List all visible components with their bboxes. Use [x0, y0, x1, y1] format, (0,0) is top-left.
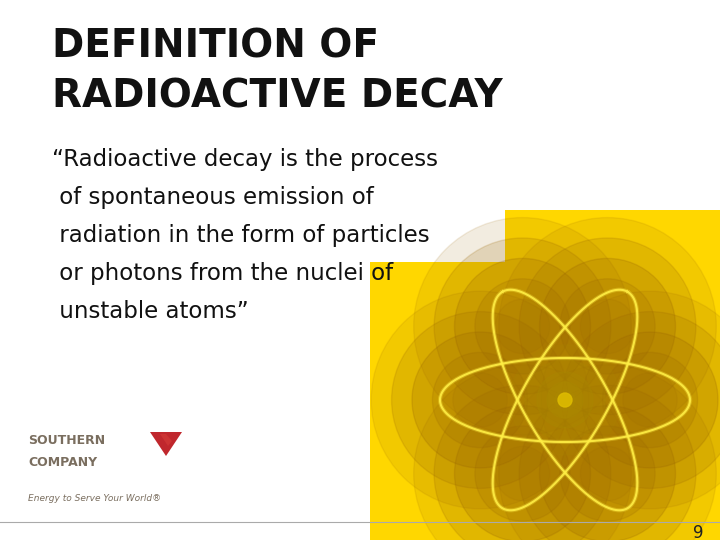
Circle shape [519, 238, 696, 415]
Circle shape [603, 353, 698, 448]
Circle shape [560, 279, 655, 374]
Text: DEFINITION OF: DEFINITION OF [52, 28, 379, 66]
Circle shape [495, 447, 549, 501]
Circle shape [372, 291, 589, 509]
Circle shape [541, 291, 720, 509]
Polygon shape [160, 434, 172, 446]
Text: COMPANY: COMPANY [28, 456, 97, 469]
Circle shape [562, 312, 720, 488]
Circle shape [475, 426, 570, 521]
Circle shape [510, 345, 620, 455]
Circle shape [558, 393, 572, 407]
Text: SOUTHERN: SOUTHERN [28, 434, 105, 447]
Circle shape [580, 299, 635, 354]
Text: or photons from the nuclei of: or photons from the nuclei of [52, 262, 393, 285]
Circle shape [414, 218, 631, 435]
Circle shape [454, 406, 590, 540]
Circle shape [525, 360, 605, 440]
Circle shape [539, 258, 675, 394]
Circle shape [454, 258, 590, 394]
Polygon shape [150, 432, 182, 456]
Circle shape [499, 218, 716, 435]
Circle shape [623, 373, 678, 427]
Circle shape [434, 385, 611, 540]
Circle shape [547, 382, 583, 418]
Circle shape [495, 299, 549, 354]
Circle shape [434, 238, 611, 415]
Text: unstable atoms”: unstable atoms” [52, 300, 248, 323]
Text: RADIOACTIVE DECAY: RADIOACTIVE DECAY [52, 78, 503, 116]
Text: radiation in the form of particles: radiation in the form of particles [52, 224, 430, 247]
Circle shape [414, 365, 631, 540]
Circle shape [519, 385, 696, 540]
Text: of spontaneous emission of: of spontaneous emission of [52, 186, 374, 209]
Text: 9: 9 [693, 524, 703, 540]
Polygon shape [370, 210, 720, 540]
Circle shape [475, 279, 570, 374]
Circle shape [537, 372, 593, 428]
Circle shape [555, 390, 575, 410]
Circle shape [412, 332, 548, 468]
Circle shape [433, 353, 528, 448]
Circle shape [582, 332, 718, 468]
Circle shape [392, 312, 568, 488]
Circle shape [580, 447, 635, 501]
Circle shape [453, 373, 507, 427]
Circle shape [499, 365, 716, 540]
Circle shape [560, 426, 655, 521]
Text: Energy to Serve Your World®: Energy to Serve Your World® [28, 494, 161, 503]
Text: “Radioactive decay is the process: “Radioactive decay is the process [52, 148, 438, 171]
Circle shape [539, 406, 675, 540]
